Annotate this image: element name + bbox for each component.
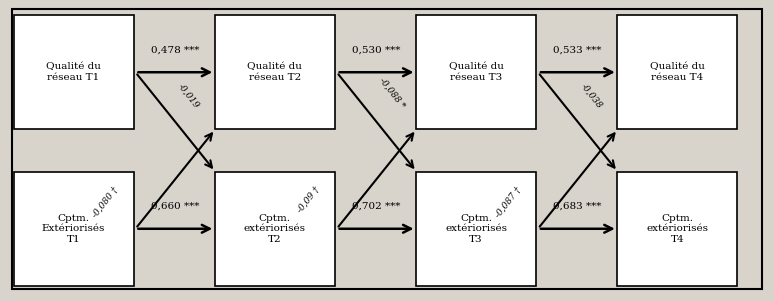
Bar	[214, 15, 334, 129]
Bar	[14, 15, 133, 129]
Text: -0,019: -0,019	[176, 82, 201, 110]
Bar	[618, 15, 737, 129]
Text: 0,683 ***: 0,683 ***	[553, 202, 601, 211]
Text: Cptm.
extériorisés
T2: Cptm. extériorisés T2	[244, 214, 306, 244]
Bar	[14, 172, 133, 286]
Bar	[618, 172, 737, 286]
Bar	[214, 172, 334, 286]
Text: -0,088 *: -0,088 *	[378, 76, 407, 110]
Text: -0,038: -0,038	[579, 82, 604, 110]
Text: Cptm.
extériorisés
T3: Cptm. extériorisés T3	[445, 214, 507, 244]
Text: 0,533 ***: 0,533 ***	[553, 45, 601, 54]
Text: -0,080 †: -0,080 †	[91, 185, 120, 219]
Text: Qualité du
réseau T1: Qualité du réseau T1	[46, 63, 101, 82]
Text: Cptm.
Extériorisés
T1: Cptm. Extériorisés T1	[42, 214, 105, 244]
Text: 0,702 ***: 0,702 ***	[352, 202, 400, 211]
Bar	[416, 15, 536, 129]
Text: 0,660 ***: 0,660 ***	[151, 202, 199, 211]
Text: -0,087 †: -0,087 †	[493, 185, 522, 219]
Text: Qualité du
réseau T2: Qualité du réseau T2	[248, 63, 302, 82]
Text: Qualité du
réseau T3: Qualité du réseau T3	[449, 63, 503, 82]
Text: Qualité du
réseau T4: Qualité du réseau T4	[650, 63, 704, 82]
Bar	[416, 172, 536, 286]
Text: -0,09 †: -0,09 †	[296, 185, 321, 215]
Text: 0,478 ***: 0,478 ***	[151, 45, 199, 54]
Text: 0,530 ***: 0,530 ***	[352, 45, 400, 54]
Text: Cptm.
extériorisés
T4: Cptm. extériorisés T4	[646, 214, 708, 244]
